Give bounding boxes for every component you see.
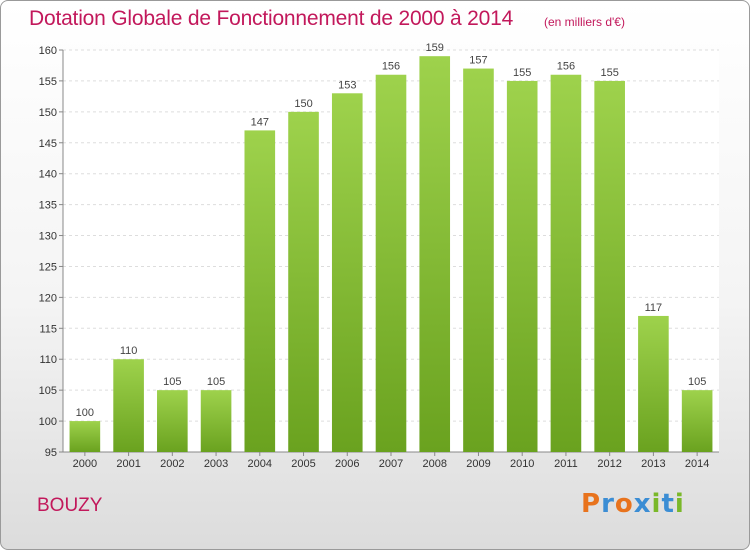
- bar: [550, 74, 582, 452]
- y-tick-label: 135: [39, 200, 57, 212]
- x-tick-label: 2010: [510, 458, 534, 470]
- data-label: 150: [294, 98, 312, 110]
- logo-letter: P: [581, 489, 602, 519]
- y-tick-label: 145: [39, 138, 57, 150]
- bar: [331, 93, 363, 453]
- bar: [594, 80, 625, 452]
- bar: [113, 359, 144, 452]
- data-label: 155: [600, 67, 618, 79]
- x-tick-label: 2002: [160, 458, 184, 470]
- proxiti-logo: Proxiti: [581, 489, 685, 519]
- logo-letter: i: [674, 489, 685, 519]
- x-tick-label: 2014: [685, 458, 709, 470]
- unit-note: (en milliers d'€): [544, 15, 625, 29]
- logo-letter: x: [633, 489, 652, 519]
- y-tick-label: 105: [39, 385, 57, 397]
- bar: [681, 390, 713, 452]
- x-tick-label: 2008: [422, 458, 446, 470]
- y-tick-label: 125: [39, 261, 57, 273]
- bar: [288, 111, 319, 452]
- y-tick-label: 120: [39, 292, 57, 304]
- x-tick-label: 2006: [335, 458, 359, 470]
- y-tick-label: 100: [39, 416, 57, 428]
- bar: [419, 56, 451, 452]
- y-tick-label: 160: [39, 45, 57, 57]
- x-tick-label: 2009: [466, 458, 490, 470]
- y-tick-label: 140: [39, 169, 57, 181]
- data-label: 105: [163, 376, 181, 388]
- y-tick-label: 95: [45, 447, 57, 459]
- x-tick-label: 2007: [379, 458, 403, 470]
- x-tick-label: 2003: [204, 458, 228, 470]
- y-tick-label: 110: [39, 354, 57, 366]
- place-name: BOUZY: [37, 495, 103, 516]
- y-tick-label: 115: [39, 323, 57, 335]
- logo-letter: o: [614, 489, 634, 519]
- y-tick-label: 130: [39, 231, 57, 243]
- x-tick-label: 2005: [291, 458, 315, 470]
- bar: [375, 74, 407, 452]
- x-tick-label: 2012: [597, 458, 621, 470]
- data-label: 155: [513, 67, 531, 79]
- x-tick-label: 2004: [248, 458, 272, 470]
- data-label: 105: [207, 376, 225, 388]
- logo-letter: r: [601, 489, 615, 519]
- y-tick-label: 150: [39, 107, 57, 119]
- logo-letter: i: [651, 489, 662, 519]
- x-tick-label: 2013: [641, 458, 665, 470]
- x-tick-label: 2011: [554, 458, 578, 470]
- data-label: 159: [426, 42, 444, 54]
- bar: [638, 315, 669, 452]
- bar: [69, 421, 101, 452]
- logo-letter: t: [661, 489, 675, 519]
- data-label: 156: [382, 61, 400, 73]
- chart-title: Dotation Globale de Fonctionnement de 20…: [29, 7, 514, 30]
- bar: [200, 390, 232, 452]
- y-tick-label: 155: [39, 76, 57, 88]
- x-tick-label: 2000: [73, 458, 97, 470]
- bar: [157, 390, 188, 452]
- data-label: 105: [688, 376, 706, 388]
- data-label: 110: [120, 345, 138, 357]
- x-tick-label: 2001: [116, 458, 140, 470]
- bar: [244, 130, 276, 452]
- data-label: 100: [76, 407, 94, 419]
- bar: [463, 68, 494, 453]
- data-label: 157: [469, 55, 487, 67]
- data-label: 156: [557, 61, 575, 73]
- data-label: 147: [251, 116, 269, 128]
- data-label: 153: [338, 79, 356, 91]
- bar: [506, 80, 538, 452]
- data-label: 117: [645, 302, 663, 314]
